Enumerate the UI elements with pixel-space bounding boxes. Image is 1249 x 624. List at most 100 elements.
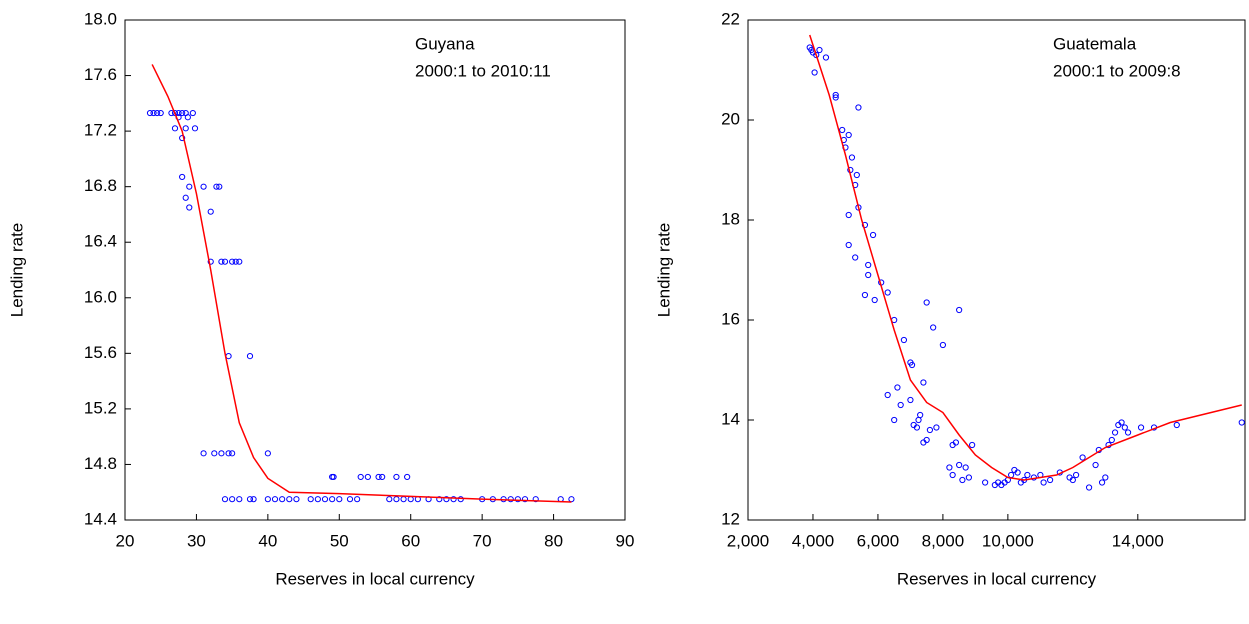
scatter-point: [1014, 469, 1021, 476]
scatter-point: [232, 258, 239, 265]
scatter-point: [1098, 479, 1106, 486]
scatter-point: [179, 173, 186, 181]
x-tick-label: 2,000: [727, 531, 770, 550]
x-tick-label: 10,000: [982, 531, 1034, 550]
scatter-point: [959, 476, 966, 484]
scatter-point: [946, 464, 953, 471]
y-tick-label: 18.0: [84, 9, 117, 28]
scatter-point: [915, 416, 922, 424]
scatter-point: [346, 496, 354, 503]
scatter-point: [250, 496, 257, 503]
x-tick-label: 80: [544, 531, 563, 550]
scatter-point: [182, 125, 189, 132]
scatter-point: [1102, 474, 1109, 481]
y-tick-label: 16.0: [84, 287, 117, 306]
scatter-point: [246, 496, 254, 503]
scatter-point: [264, 450, 271, 457]
annotation: Guatemala: [1053, 34, 1137, 53]
scatter-point: [321, 496, 329, 503]
scatter-point: [307, 496, 314, 503]
scatter-point: [848, 154, 856, 161]
scatter-point: [900, 336, 908, 344]
scatter-point: [884, 289, 891, 296]
y-tick-label: 16.8: [84, 176, 117, 195]
scatter-point: [375, 473, 382, 481]
scatter-point: [236, 496, 243, 503]
scatter-point: [229, 450, 236, 457]
scatter-point: [184, 114, 191, 121]
scatter-point: [871, 296, 878, 304]
scatter-point: [229, 496, 236, 503]
scatter-point: [923, 436, 930, 444]
scatter-point: [869, 231, 877, 239]
scatter-point: [923, 299, 930, 306]
scatter-point: [450, 496, 457, 503]
scatter-point: [293, 496, 300, 503]
scatter-point: [884, 391, 891, 399]
scatter-point: [200, 450, 207, 457]
scatter-point: [521, 496, 529, 503]
scatter-point: [1173, 421, 1180, 429]
x-tick-label: 30: [187, 531, 206, 550]
scatter-point: [1079, 454, 1086, 461]
scatter-point: [926, 426, 934, 434]
x-tick-label: 60: [401, 531, 420, 550]
scatter-point: [189, 109, 196, 117]
scatter-point: [213, 183, 220, 190]
scatter-point: [179, 134, 186, 142]
y-tick-label: 14: [721, 409, 740, 428]
scatter-point: [154, 109, 161, 117]
scatter-point: [907, 396, 914, 404]
y-axis-label: Lending rate: [654, 223, 673, 318]
scatter-point: [917, 411, 924, 419]
y-tick-label: 15.6: [84, 343, 117, 362]
scatter-point: [891, 416, 898, 424]
scatter-point: [894, 384, 901, 391]
y-tick-label: 15.2: [84, 398, 117, 417]
x-axis-label: Reserves in local currency: [275, 569, 475, 588]
scatter-point: [357, 473, 364, 481]
scatter-point: [1137, 424, 1145, 431]
y-tick-label: 18: [721, 209, 740, 228]
y-tick-label: 17.6: [84, 65, 117, 84]
scatter-point: [221, 496, 229, 503]
y-tick-label: 14.8: [84, 454, 117, 473]
scatter-point: [1072, 471, 1080, 479]
scatter-point: [216, 183, 223, 190]
scatter-point: [982, 479, 989, 486]
scatter-point: [939, 341, 947, 349]
scatter-point: [1118, 419, 1125, 426]
scatter-point: [286, 496, 293, 503]
scatter-point: [330, 473, 337, 481]
scatter-point: [379, 473, 386, 481]
scatter-point: [1069, 476, 1076, 484]
scatter-point: [962, 464, 969, 471]
scatter-point: [1040, 479, 1047, 486]
scatter-point: [207, 208, 214, 215]
scatter-point: [1124, 429, 1132, 436]
scatter-point: [150, 109, 157, 117]
scatter-point: [920, 379, 927, 386]
scatter-point: [897, 401, 904, 409]
scatter-point: [218, 450, 225, 457]
plot-frame: [124, 19, 626, 521]
y-tick-label: 14.4: [84, 509, 117, 528]
scatter-point: [845, 241, 852, 249]
scatter-point: [839, 126, 846, 134]
scatter-point: [279, 496, 286, 503]
scatter-point: [811, 69, 818, 76]
x-axis-label: Reserves in local currency: [897, 569, 1097, 588]
scatter-point: [271, 496, 279, 503]
annotation: 2000:1 to 2010:11: [415, 61, 551, 80]
scatter-point: [246, 353, 254, 360]
scatter-point: [436, 496, 443, 503]
scatter-point: [221, 258, 229, 265]
scatter-point: [816, 46, 823, 54]
scatter-point: [400, 496, 407, 503]
scatter-point: [813, 51, 820, 59]
scatter-point: [364, 473, 371, 481]
scatter-point: [855, 104, 862, 111]
scatter-point: [853, 171, 860, 179]
scatter-point: [207, 258, 214, 265]
